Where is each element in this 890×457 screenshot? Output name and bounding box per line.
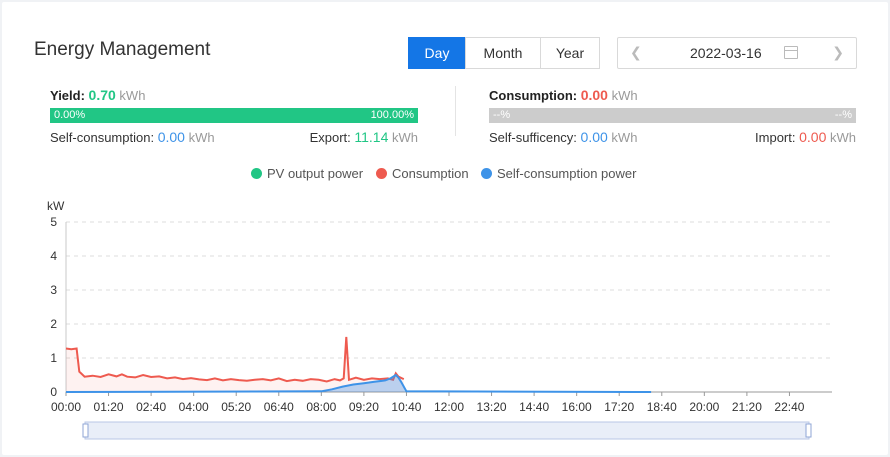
- x-tick-label: 14:40: [519, 400, 549, 414]
- x-tick-label: 10:40: [391, 400, 421, 414]
- x-tick-label: 13:20: [477, 400, 507, 414]
- consumption-bar-right-label: --%: [834, 109, 852, 121]
- pv-legend-dot: [251, 168, 262, 179]
- x-tick-label: 22:40: [774, 400, 804, 414]
- self-consumption-legend-dot: [481, 168, 492, 179]
- legend-item-self-consumption[interactable]: Self-consumption power: [481, 166, 636, 181]
- yield-bar-left-label: 0.00%: [54, 109, 86, 121]
- x-tick-label: 08:00: [306, 400, 336, 414]
- export-stat: Export: 11.14 kWh: [310, 129, 418, 145]
- y-tick-label: 3: [50, 283, 57, 297]
- yield-bar-right-label: 100.00%: [370, 109, 414, 121]
- consumption-legend-dot: [376, 168, 387, 179]
- consumption-area: [66, 336, 404, 392]
- period-selector: Day Month Year: [408, 37, 600, 69]
- x-tick-label: 09:20: [349, 400, 379, 414]
- tab-year[interactable]: Year: [540, 37, 600, 69]
- yield-label: Yield:: [50, 88, 85, 103]
- tab-day[interactable]: Day: [408, 37, 466, 69]
- import-stat: Import: 0.00 kWh: [755, 129, 856, 145]
- import-label: Import:: [755, 130, 796, 145]
- yield-summary: Yield: 0.70 kWh: [50, 87, 145, 103]
- consumption-unit: kWh: [611, 88, 638, 103]
- x-tick-label: 06:40: [264, 400, 294, 414]
- yield-value: 0.70: [88, 87, 116, 103]
- y-tick-label: 0: [50, 385, 57, 399]
- export-label: Export:: [309, 130, 351, 145]
- consumption-progress-bar: --% --%: [489, 108, 856, 123]
- legend-label-self-consumption: Self-consumption power: [497, 166, 637, 181]
- x-tick-label: 17:20: [604, 400, 634, 414]
- yield-progress-bar: 0.00% 100.00%: [50, 108, 418, 123]
- y-tick-label: 4: [50, 249, 57, 263]
- self-sufficiency-stat: Self-sufficency: 0.00 kWh: [489, 129, 637, 145]
- import-value: 0.00: [799, 129, 827, 145]
- import-unit: kWh: [830, 130, 856, 145]
- date-picker[interactable]: ❮ 2022-03-16 ❯: [617, 37, 857, 69]
- zoom-handle-left[interactable]: [82, 423, 89, 438]
- self-consumption-value: 0.00: [157, 129, 185, 145]
- self-consumption-power-area: [66, 375, 652, 392]
- zoom-slider[interactable]: [82, 421, 812, 440]
- x-tick-label: 02:40: [136, 400, 166, 414]
- legend-label-pv: PV output power: [267, 166, 364, 181]
- consumption-bar-left-label: --%: [493, 109, 511, 121]
- consumption-summary: Consumption: 0.00 kWh: [489, 87, 638, 103]
- self-consumption-label: Self-consumption:: [50, 130, 155, 145]
- legend-label-consumption: Consumption: [392, 166, 469, 181]
- x-tick-label: 16:00: [562, 400, 592, 414]
- self-sufficiency-value: 0.00: [580, 129, 608, 145]
- zoom-handle-right[interactable]: [805, 423, 812, 438]
- y-axis-label: kW: [47, 199, 65, 213]
- x-tick-label: 00:00: [51, 400, 81, 414]
- y-tick-label: 1: [50, 351, 57, 365]
- tab-month[interactable]: Month: [465, 37, 541, 69]
- export-unit: kWh: [392, 130, 418, 145]
- export-value: 11.14: [354, 129, 389, 145]
- legend-item-pv[interactable]: PV output power: [251, 166, 363, 181]
- date-value[interactable]: 2022-03-16: [690, 45, 762, 61]
- chevron-right-icon[interactable]: ❯: [832, 44, 844, 60]
- chevron-left-icon[interactable]: ❮: [630, 44, 642, 60]
- x-tick-label: 04:00: [179, 400, 209, 414]
- self-sufficiency-label: Self-sufficency:: [489, 130, 577, 145]
- yield-unit: kWh: [119, 88, 146, 103]
- x-tick-label: 20:00: [689, 400, 719, 414]
- zoom-slider-track[interactable]: [84, 421, 810, 440]
- consumption-value: 0.00: [580, 87, 608, 103]
- self-consumption-unit: kWh: [188, 130, 215, 145]
- x-tick-label: 21:20: [732, 400, 762, 414]
- self-sufficiency-unit: kWh: [611, 130, 638, 145]
- x-tick-label: 12:00: [434, 400, 464, 414]
- consumption-label: Consumption:: [489, 88, 578, 103]
- x-tick-label: 01:20: [94, 400, 124, 414]
- calendar-icon[interactable]: [784, 46, 798, 59]
- self-consumption-power-line: [65, 373, 652, 393]
- self-consumption-stat: Self-consumption: 0.00 kWh: [50, 129, 215, 145]
- consumption-line: [65, 336, 405, 383]
- page-title: Energy Management: [34, 39, 211, 60]
- x-tick-label: 05:20: [221, 400, 251, 414]
- x-tick-label: 18:40: [647, 400, 677, 414]
- legend-item-consumption[interactable]: Consumption: [376, 166, 469, 181]
- section-divider: [455, 86, 456, 136]
- y-tick-label: 2: [50, 317, 57, 331]
- y-tick-label: 5: [50, 215, 57, 229]
